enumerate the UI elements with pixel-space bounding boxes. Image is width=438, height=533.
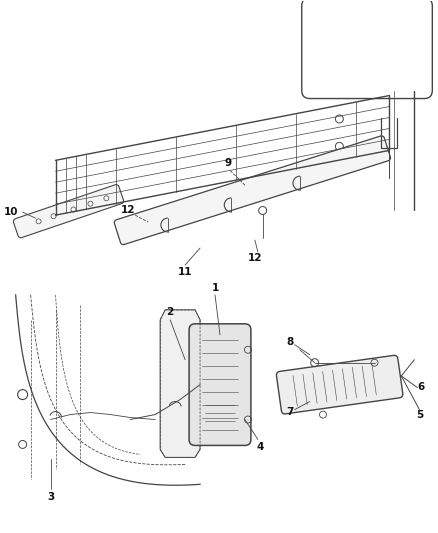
Text: 2: 2 — [166, 307, 174, 317]
FancyBboxPatch shape — [114, 136, 391, 245]
Text: 9: 9 — [224, 158, 232, 168]
Text: 7: 7 — [286, 407, 293, 416]
FancyBboxPatch shape — [13, 184, 124, 238]
FancyBboxPatch shape — [276, 356, 403, 414]
FancyBboxPatch shape — [189, 324, 251, 446]
Polygon shape — [160, 310, 200, 457]
Text: 4: 4 — [256, 442, 264, 453]
Text: 11: 11 — [178, 267, 192, 277]
Text: 5: 5 — [416, 409, 423, 419]
Text: 3: 3 — [47, 492, 54, 502]
Text: 6: 6 — [418, 382, 425, 392]
Text: 8: 8 — [286, 337, 293, 347]
Text: 12: 12 — [121, 205, 135, 215]
Text: 10: 10 — [4, 207, 18, 217]
Text: 1: 1 — [212, 283, 219, 293]
Text: 12: 12 — [247, 253, 262, 263]
